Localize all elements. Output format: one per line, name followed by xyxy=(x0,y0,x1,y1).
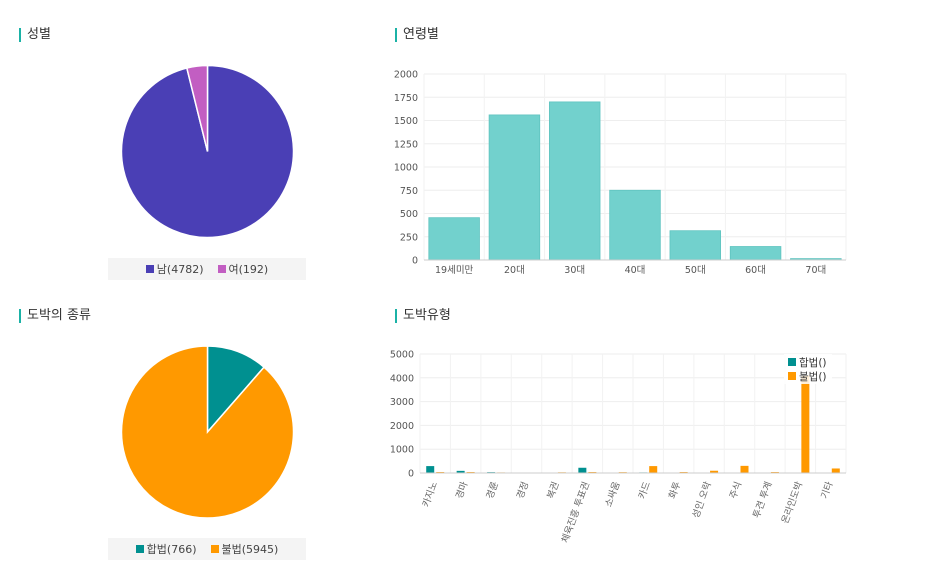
legend-label-illegal: 불법(5945) xyxy=(221,543,279,556)
type-xtick-label: 온라인도박 xyxy=(780,480,805,525)
age-bar xyxy=(729,246,782,261)
age-xtick-label: 30대 xyxy=(564,265,585,276)
type-bar-illegal xyxy=(801,375,810,473)
age-ytick-label: 1250 xyxy=(394,139,418,150)
age-xtick-label: 19세미만 xyxy=(435,265,474,276)
type-xtick-label: 경정 xyxy=(514,480,531,501)
legend-swatch-legal xyxy=(135,545,144,553)
type-bar-illegal xyxy=(831,468,840,473)
type-legend-swatch-1 xyxy=(788,372,796,380)
legend-item-female[interactable]: 여(192) xyxy=(217,261,269,277)
gambling-type-title: 도박유형 xyxy=(395,308,451,324)
legend-swatch-male xyxy=(145,265,154,273)
type-ytick-label: 5000 xyxy=(390,350,414,361)
age-ytick-label: 1000 xyxy=(394,163,418,174)
age-xtick-label: 60대 xyxy=(745,265,766,276)
type-bar-illegal xyxy=(649,466,658,473)
age-bar xyxy=(669,230,722,261)
type-xtick-label: 카지노 xyxy=(421,480,440,509)
age-xtick-label: 70대 xyxy=(805,265,826,276)
type-legend-label-0: 합법() xyxy=(799,357,827,369)
type-xtick-label: 경마 xyxy=(453,480,470,501)
legend-item-male[interactable]: 남(4782) xyxy=(145,261,204,277)
age-xtick-label: 40대 xyxy=(625,265,646,276)
legend-item-illegal[interactable]: 불법(5945) xyxy=(210,541,279,557)
gender-legend: 남(4782) 여(192) xyxy=(108,258,306,280)
type-xtick-label: 투견 투계 xyxy=(750,480,774,520)
gambling-kind-legend: 합법(766) 불법(5945) xyxy=(108,538,306,560)
age-xtick-label: 50대 xyxy=(685,265,706,276)
type-bar-illegal xyxy=(740,465,749,473)
legend-label-legal: 합법(766) xyxy=(146,543,197,556)
type-bar-legal xyxy=(426,466,435,473)
age-ytick-label: 750 xyxy=(400,186,418,197)
type-xtick-label: 경륜 xyxy=(484,480,501,501)
type-bar-legal xyxy=(456,470,465,473)
type-ytick-label: 0 xyxy=(408,469,414,480)
age-bar xyxy=(548,101,601,261)
type-xtick-label: 카드 xyxy=(637,480,653,500)
gambling-kind-title: 도박의 종류 xyxy=(19,308,91,324)
age-ytick-label: 2000 xyxy=(394,70,418,81)
type-ytick-label: 2000 xyxy=(390,421,414,432)
age-ytick-label: 0 xyxy=(412,256,418,267)
type-ytick-label: 3000 xyxy=(390,397,414,408)
age-xtick-label: 20대 xyxy=(504,265,525,276)
age-bar xyxy=(428,217,480,261)
age-ytick-label: 500 xyxy=(400,209,418,220)
legend-swatch-female xyxy=(217,265,226,273)
legend-item-legal[interactable]: 합법(766) xyxy=(135,541,197,557)
type-xtick-label: 주식 xyxy=(728,480,744,500)
type-ytick-label: 1000 xyxy=(390,445,414,456)
type-xtick-label: 소싸움 xyxy=(603,480,622,509)
type-legend-label-1: 불법() xyxy=(799,371,827,383)
kind-pie-slice-1 xyxy=(120,345,295,519)
legend-swatch-illegal xyxy=(210,545,219,553)
age-bar xyxy=(488,114,541,261)
age-ytick-label: 1750 xyxy=(394,93,418,104)
gender-title: 성별 xyxy=(19,27,51,43)
legend-label-female: 여(192) xyxy=(228,263,269,276)
type-bar-illegal xyxy=(710,470,719,473)
type-ytick-label: 4000 xyxy=(390,373,414,384)
type-xtick-label: 화투 xyxy=(667,480,683,500)
type-bar-legal xyxy=(578,467,587,473)
type-xtick-label: 체육진흥 투표권 xyxy=(559,480,592,544)
legend-label-male: 남(4782) xyxy=(156,263,204,276)
type-legend-swatch-0 xyxy=(788,358,796,366)
type-xtick-label: 복권 xyxy=(544,480,561,501)
gender-pie-slice-1 xyxy=(185,64,209,152)
type-xtick-label: 성인 오락 xyxy=(690,480,714,520)
age-bar xyxy=(609,189,661,261)
age-title: 연령별 xyxy=(395,27,439,43)
age-ytick-label: 1500 xyxy=(394,116,418,127)
type-xtick-label: 기타 xyxy=(819,480,835,500)
age-ytick-label: 250 xyxy=(400,232,418,243)
